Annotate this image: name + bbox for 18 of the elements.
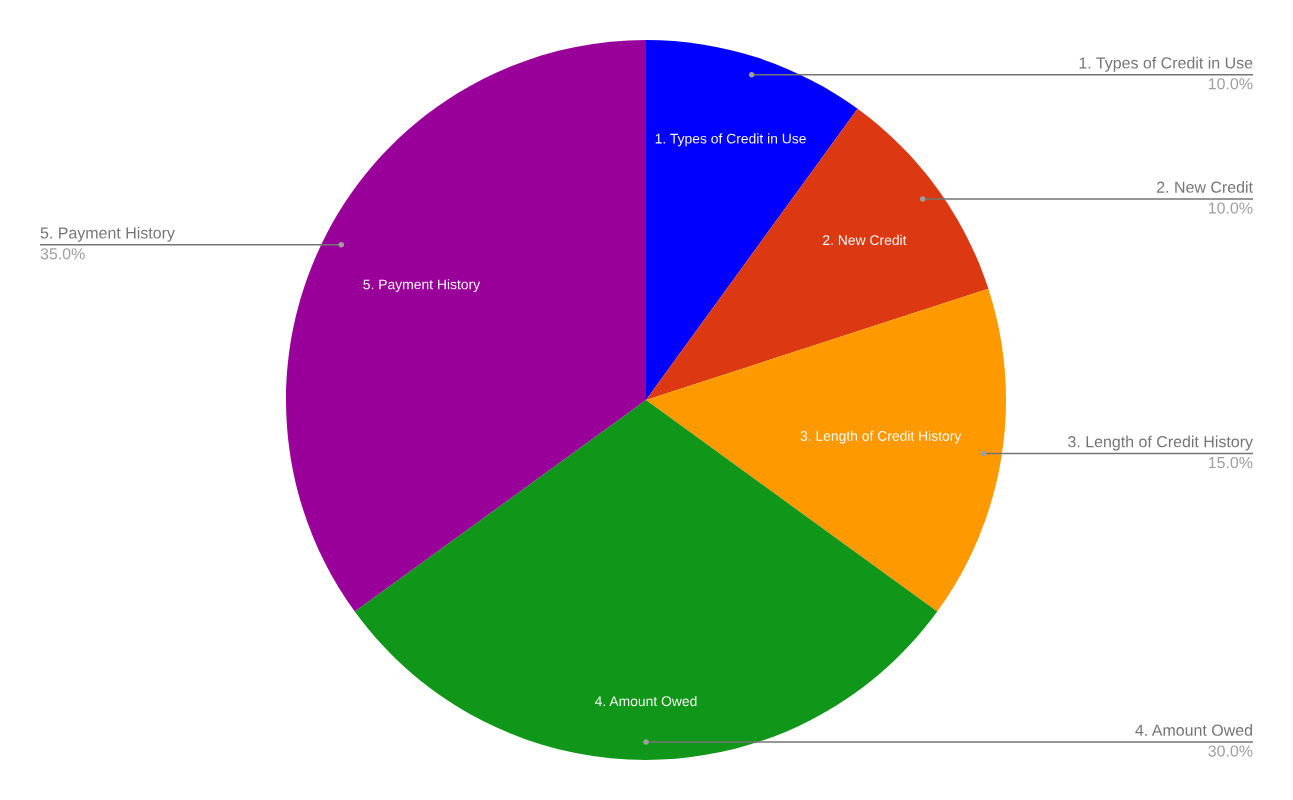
pie-slice — [646, 108, 989, 400]
slice-label: 1. Types of Credit in Use — [1079, 56, 1253, 72]
slice-label: 4. Amount Owed — [594, 695, 697, 707]
slice-label: 3. Length of Credit History — [800, 430, 962, 444]
pie-slice — [286, 40, 646, 612]
data-label: 15.0% — [1208, 456, 1253, 469]
slice-label: 2. New Credit — [1157, 181, 1253, 193]
slice-label: 5. Payment History — [40, 226, 175, 242]
slice-label: 2. New Credit — [823, 234, 907, 246]
slice-label: 5. Payment History — [363, 279, 481, 293]
pie-slice — [646, 288, 1006, 612]
data-label: 35.0% — [40, 248, 85, 260]
data-label: 10.0% — [1208, 78, 1253, 90]
slice-label: 1. Types of Credit in Use — [655, 133, 806, 147]
data-label: 30.0% — [1208, 745, 1253, 757]
data-label: 10.0% — [1208, 202, 1253, 214]
slice-label: 4. Amount Owed — [1135, 724, 1252, 736]
slice-label: 3. Length of Credit History — [1068, 435, 1253, 451]
